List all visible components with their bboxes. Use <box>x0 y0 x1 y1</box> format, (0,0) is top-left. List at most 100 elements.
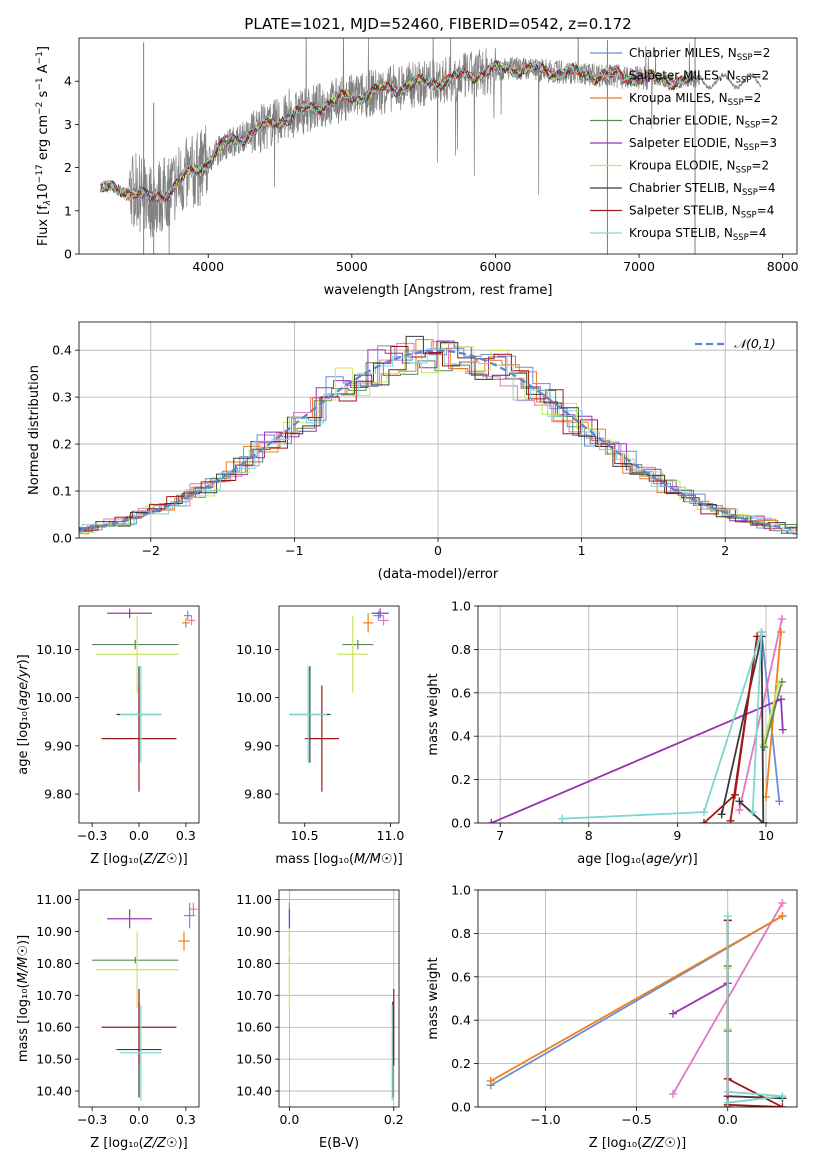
age-vs-mass-x-tick-label: 10.5 <box>291 828 319 843</box>
age-vs-mass-x-axis-label: mass [log₁₀(M/M☉)] <box>275 852 402 867</box>
spectrum-plot-area <box>100 38 762 254</box>
errorbar-point <box>120 666 162 763</box>
errorbar-point <box>120 1004 162 1101</box>
errorbar-point <box>289 666 327 763</box>
weight-marker <box>699 808 708 817</box>
residuals-x-tick-label: 1 <box>578 543 586 558</box>
mass-vs-Z-axes: −0.3 0.0 0.3 10.40 10.50 10.60 10.70 10.80 10.90… <box>36 892 196 1127</box>
weight-marker <box>735 797 744 806</box>
spectrum-x-tick-label: 6000 <box>480 259 512 274</box>
mass-vs-EBV-x-tick-label: 0.2 <box>384 1112 404 1127</box>
weight-vs-Z-y-tick-label: 0.6 <box>451 969 471 984</box>
legend-entry: Chabrier ELODIE, NSSP=2 <box>629 114 778 131</box>
weight-vs-age-x-tick-label: 10 <box>758 828 774 843</box>
weight-marker <box>778 1103 787 1107</box>
residual-histogram <box>79 345 797 534</box>
weight-series-line <box>762 683 780 746</box>
weight-marker <box>723 1087 732 1096</box>
weight-vs-age-plot-area <box>487 615 787 823</box>
weight-vs-Z-x-tick-label: −0.5 <box>621 1112 651 1127</box>
age-vs-Z-plot-area <box>92 608 196 792</box>
weight-marker <box>778 725 787 734</box>
age-vs-Z-x-tick-label: 0.3 <box>176 828 196 843</box>
errorbar-point <box>378 615 389 626</box>
spectrum-y-axis-label: Flux [fλ10−17 erg cm−2 s−1 A−1] <box>35 46 53 246</box>
spectrum-axes: 4000 5000 6000 7000 8000 0 1 2 3 4 <box>64 74 799 274</box>
age-vs-mass-frame <box>278 605 400 824</box>
errorbar-point <box>107 608 153 619</box>
residuals-x-tick-label: 0 <box>434 543 442 558</box>
weight-marker <box>699 819 708 823</box>
spectrum-y-tick-label: 0 <box>64 247 72 262</box>
mass-vs-EBV-x-tick-label: 0.0 <box>279 1112 299 1127</box>
mass-vs-Z-y-tick-label: 10.40 <box>36 1084 72 1099</box>
normal-distribution-curve <box>79 349 797 531</box>
weight-marker <box>723 912 732 921</box>
residuals-plot-area <box>79 335 797 535</box>
errorbar-point <box>342 639 374 650</box>
spectrum-x-tick-label: 5000 <box>336 259 368 274</box>
weight-marker <box>777 615 786 624</box>
mass-vs-Z-y-tick-label: 10.80 <box>36 956 72 971</box>
errorbar-point <box>288 909 291 929</box>
mass-vs-Z-x-tick-label: 0.3 <box>176 1112 196 1127</box>
errorbar-point <box>92 639 179 650</box>
weight-vs-Z-y-tick-label: 1.0 <box>451 883 471 898</box>
mass-vs-Z-y-tick-label: 10.50 <box>36 1052 72 1067</box>
weight-marker <box>486 1076 495 1085</box>
mass-vs-EBV-frame <box>278 889 400 1108</box>
weight-vs-age-y-tick-label: 0.6 <box>451 685 471 700</box>
mass-vs-EBV-y-tick-label: 10.50 <box>236 1052 272 1067</box>
errorbar-point <box>184 610 192 621</box>
weight-series-line <box>562 631 763 820</box>
figure-title: PLATE=1021, MJD=52460, FIBERID=0542, z=0… <box>244 15 631 33</box>
weight-vs-Z-y-axis-label: mass weight <box>426 957 441 1039</box>
weight-vs-Z-x-tick-label: −1.0 <box>530 1112 560 1127</box>
weight-series-line <box>703 636 758 823</box>
legend-entry: Chabrier MILES, NSSP=2 <box>629 46 770 63</box>
weight-marker <box>775 797 784 806</box>
weight-vs-age-x-tick-label: 7 <box>496 828 504 843</box>
weight-vs-Z-y-tick-label: 0.0 <box>451 1100 471 1115</box>
legend-entry: Salpeter MILES, NSSP=2 <box>629 69 769 86</box>
weight-vs-Z-y-tick-label: 0.4 <box>451 1013 471 1028</box>
age-vs-Z-y-tick-label: 10.10 <box>36 642 72 657</box>
mass-vs-Z-y-tick-label: 10.90 <box>36 924 72 939</box>
mass-vs-EBV-y-tick-label: 10.40 <box>236 1084 272 1099</box>
mass-vs-EBV-x-axis-label: E(B-V) <box>319 1136 359 1151</box>
errorbar-point <box>288 931 291 1009</box>
errorbar-point <box>101 685 177 792</box>
spectrum-x-tick-label: 8000 <box>767 259 799 274</box>
weight-vs-age-y-tick-label: 1.0 <box>451 599 471 614</box>
legend-entry: Kroupa ELODIE, NSSP=2 <box>629 159 769 176</box>
legend-entry: Salpeter ELODIE, NSSP=3 <box>629 136 777 153</box>
errorbar-point <box>373 610 384 621</box>
spectrum-y-tick-label: 1 <box>64 203 72 218</box>
residuals-y-tick-label: 0.3 <box>52 390 72 405</box>
errorbar-point <box>92 957 179 964</box>
residuals-x-tick-label: −1 <box>285 543 303 558</box>
errorbar-point <box>101 988 177 1066</box>
legend-entry: Kroupa MILES, NSSP=2 <box>629 91 761 108</box>
weight-marker <box>774 680 783 689</box>
weight-vs-Z-plot-area <box>486 899 787 1107</box>
age-vs-Z-y-tick-label: 9.80 <box>44 787 72 802</box>
legend-entry: Kroupa STELIB, NSSP=4 <box>629 226 767 243</box>
errorbar-point <box>107 909 153 929</box>
weight-vs-age-x-tick-label: 8 <box>585 828 593 843</box>
weight-marker <box>558 814 567 823</box>
weight-marker <box>777 695 786 704</box>
weight-marker <box>669 1089 678 1098</box>
weight-vs-age-y-tick-label: 0.4 <box>451 729 471 744</box>
weight-series-line <box>726 916 783 1104</box>
legend-entry: Chabrier STELIB, NSSP=4 <box>629 181 776 198</box>
residuals-y-tick-label: 0.0 <box>52 531 72 546</box>
age-vs-Z-y-axis-label: age [log₁₀(age/yr)] <box>16 654 31 775</box>
legend-entry: 𝒩(0,1) <box>734 336 776 351</box>
age-vs-mass-axes: 10.5 11.0 9.80 9.90 10.00 10.10 <box>236 642 404 843</box>
weight-marker <box>723 1098 732 1107</box>
model-spectrum-line <box>100 60 697 203</box>
weight-marker <box>717 810 726 819</box>
age-vs-Z-x-tick-label: 0.0 <box>129 828 149 843</box>
